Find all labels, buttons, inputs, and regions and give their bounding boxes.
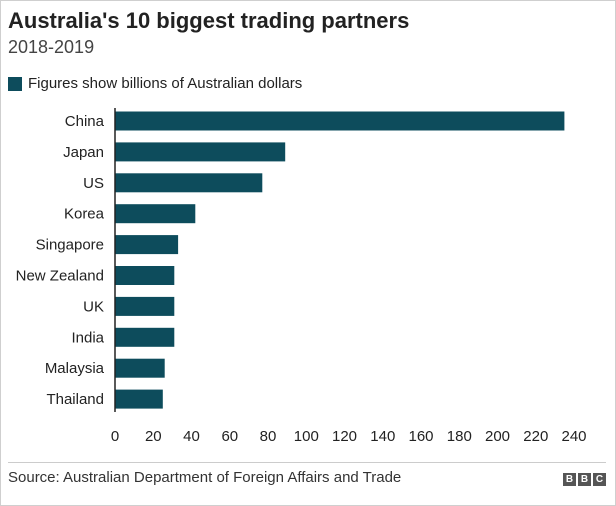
bar: [115, 111, 565, 131]
category-label: UK: [83, 298, 104, 315]
x-tick-label: 20: [145, 428, 162, 445]
chart-title: Australia's 10 biggest trading partners: [8, 8, 410, 33]
logo-letter: C: [593, 473, 606, 486]
bar: [115, 296, 175, 316]
category-label: New Zealand: [16, 268, 104, 285]
x-tick-label: 240: [561, 428, 586, 445]
source-note: Source: Australian Department of Foreign…: [8, 469, 402, 486]
category-label: Thailand: [46, 391, 104, 408]
x-tick-label: 220: [523, 428, 548, 445]
category-label: Japan: [63, 144, 104, 161]
category-label: Korea: [64, 206, 105, 223]
bar: [115, 173, 263, 193]
x-tick-label: 100: [294, 428, 319, 445]
bar: [115, 266, 175, 285]
x-tick-label: 60: [221, 428, 238, 445]
category-label: Singapore: [36, 237, 104, 254]
bar: [115, 389, 163, 409]
logo-letter: B: [578, 473, 591, 486]
bbc-logo: B B C: [563, 473, 606, 486]
x-tick-label: 120: [332, 428, 357, 445]
x-tick-label: 40: [183, 428, 200, 445]
legend-swatch: [8, 76, 22, 91]
bar: [115, 142, 286, 162]
category-label: Malaysia: [45, 360, 105, 377]
bar: [115, 327, 175, 347]
legend: Figures show billions of Australian doll…: [8, 75, 302, 92]
x-tick-label: 140: [370, 428, 395, 445]
category-label: US: [83, 175, 104, 192]
x-tick-label: 200: [485, 428, 510, 445]
footer-divider: [8, 462, 606, 463]
chart-subtitle: 2018-2019: [8, 37, 95, 57]
bar: [115, 358, 165, 378]
legend-label: Figures show billions of Australian doll…: [28, 75, 303, 92]
bar: [115, 204, 196, 224]
x-tick-label: 80: [260, 428, 277, 445]
category-label: India: [71, 329, 104, 346]
logo-letter: B: [563, 473, 576, 486]
bar: [115, 235, 179, 255]
x-tick-label: 0: [111, 428, 119, 445]
x-tick-label: 160: [408, 428, 433, 445]
category-label: China: [65, 113, 105, 130]
x-tick-label: 180: [447, 428, 472, 445]
